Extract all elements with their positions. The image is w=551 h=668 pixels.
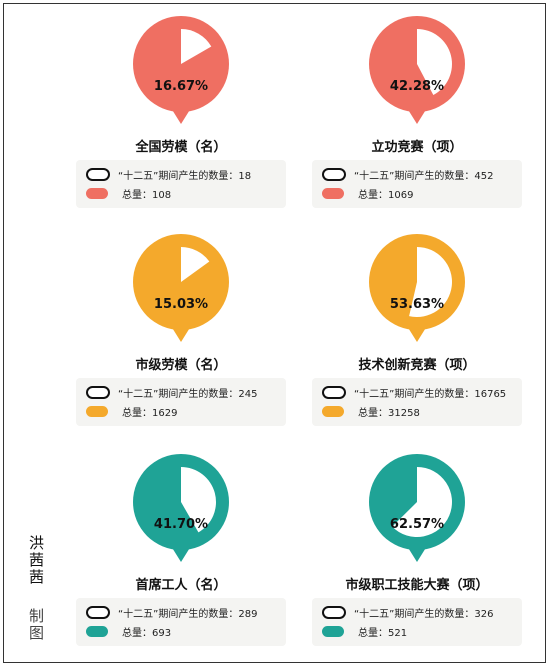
chart-title-5: 首席工人（名） — [135, 578, 227, 593]
legend-label-total: 总量：693 — [122, 628, 172, 639]
pie-period-slice — [181, 247, 210, 282]
pie-panel-3: 15.03% 市级劳模（名） “十二五”期间产生的数量：245 总量：1629 — [76, 230, 306, 430]
legend-label-period: “十二五”期间产生的数量：326 — [354, 609, 494, 620]
legend-swatch-total — [322, 626, 344, 637]
pie-percent-label: 53.63% — [390, 297, 444, 312]
pie-panel-6: 62.57% 市级职工技能大赛（项） “十二五”期间产生的数量：326 总量：5… — [312, 450, 542, 650]
legend-item-period: “十二五”期间产生的数量：289 — [86, 605, 257, 620]
legend-1: “十二五”期间产生的数量：18 总量：108 — [76, 160, 286, 208]
legend-6: “十二五”期间产生的数量：326 总量：521 — [312, 598, 522, 646]
legend-item-period: “十二五”期间产生的数量：18 — [86, 167, 251, 182]
legend-label-total: 总量：521 — [358, 628, 408, 639]
pie-panel-1: 16.67% 全国劳模（名） “十二五”期间产生的数量：18 总量：108 — [76, 12, 306, 212]
legend-label-period: “十二五”期间产生的数量：452 — [354, 171, 494, 182]
legend-label-period: “十二五”期间产生的数量：18 — [118, 171, 252, 182]
pie-pointer — [171, 108, 191, 124]
chart-title-4: 技术创新竞赛（项） — [358, 358, 476, 373]
chart-title-3: 市级劳模（名） — [135, 358, 227, 373]
pie-period-slice — [409, 247, 452, 317]
legend-item-total: 总量：1069 — [322, 186, 413, 201]
legend-label-total: 总量：108 — [122, 190, 172, 201]
legend-item-total: 总量：693 — [86, 624, 171, 639]
pie-panel-5: 41.70% 首席工人（名） “十二五”期间产生的数量：289 总量：693 — [76, 450, 306, 650]
pie-percent-label: 42.28% — [390, 79, 444, 94]
legend-item-total: 总量：31258 — [322, 404, 420, 419]
legend-swatch-total — [86, 406, 108, 417]
chart-title-6: 市级职工技能大赛（项） — [345, 578, 489, 593]
chart-title-1: 全国劳模（名） — [135, 140, 227, 155]
legend-label-period: “十二五”期间产生的数量：289 — [118, 609, 258, 620]
pie-percent-label: 15.03% — [154, 297, 208, 312]
legend-swatch-period — [86, 168, 110, 181]
legend-label-total: 总量：1629 — [122, 408, 178, 419]
legend-swatch-total — [322, 406, 344, 417]
legend-item-period: “十二五”期间产生的数量：16765 — [322, 385, 506, 400]
legend-label-total: 总量：31258 — [358, 408, 420, 419]
legend-swatch-total — [86, 626, 108, 637]
legend-5: “十二五”期间产生的数量：289 总量：693 — [76, 598, 286, 646]
pie-percent-label: 62.57% — [390, 517, 444, 532]
pie-panel-2: 42.28% 立功竞赛（项） “十二五”期间产生的数量：452 总量：1069 — [312, 12, 542, 212]
legend-swatch-total — [86, 188, 108, 199]
pie-pointer — [171, 326, 191, 342]
pie-panel-4: 53.63% 技术创新竞赛（项） “十二五”期间产生的数量：16765 总量：3… — [312, 230, 542, 430]
pie-pointer — [407, 546, 427, 562]
figure-frame — [3, 3, 546, 663]
pie-chart-6: 62.57% — [369, 454, 465, 562]
pie-period-slice — [392, 467, 452, 537]
legend-swatch-total — [322, 188, 344, 199]
pie-period-slice — [181, 467, 216, 533]
legend-item-period: “十二五”期间产生的数量：326 — [322, 605, 493, 620]
credit-author: 洪茜茜 — [27, 535, 45, 586]
credit-role: 制图 — [27, 608, 45, 642]
pie-chart-2: 42.28% — [369, 16, 465, 124]
legend-swatch-period — [322, 168, 346, 181]
legend-item-period: “十二五”期间产生的数量：245 — [86, 385, 257, 400]
pie-percent-label: 16.67% — [154, 79, 208, 94]
pie-pointer — [407, 108, 427, 124]
chart-title-2: 立功竞赛（项） — [371, 140, 463, 155]
legend-4: “十二五”期间产生的数量：16765 总量：31258 — [312, 378, 522, 426]
legend-label-period: “十二五”期间产生的数量：245 — [118, 389, 258, 400]
legend-3: “十二五”期间产生的数量：245 总量：1629 — [76, 378, 286, 426]
pie-chart-4: 53.63% — [369, 234, 465, 342]
legend-item-period: “十二五”期间产生的数量：452 — [322, 167, 493, 182]
legend-item-total: 总量：521 — [322, 624, 407, 639]
pie-percent-label: 41.70% — [154, 517, 208, 532]
legend-swatch-period — [322, 386, 346, 399]
pie-chart-5: 41.70% — [133, 454, 229, 562]
legend-item-total: 总量：108 — [86, 186, 171, 201]
pie-pointer — [407, 326, 427, 342]
legend-2: “十二五”期间产生的数量：452 总量：1069 — [312, 160, 522, 208]
legend-label-period: “十二五”期间产生的数量：16765 — [354, 389, 507, 400]
pie-period-slice — [417, 29, 452, 95]
legend-item-total: 总量：1629 — [86, 404, 177, 419]
legend-label-total: 总量：1069 — [358, 190, 414, 201]
legend-swatch-period — [86, 606, 110, 619]
legend-swatch-period — [322, 606, 346, 619]
pie-chart-3: 15.03% — [133, 234, 229, 342]
pie-period-slice — [181, 29, 212, 64]
legend-swatch-period — [86, 386, 110, 399]
pie-pointer — [171, 546, 191, 562]
pie-chart-1: 16.67% — [133, 16, 229, 124]
